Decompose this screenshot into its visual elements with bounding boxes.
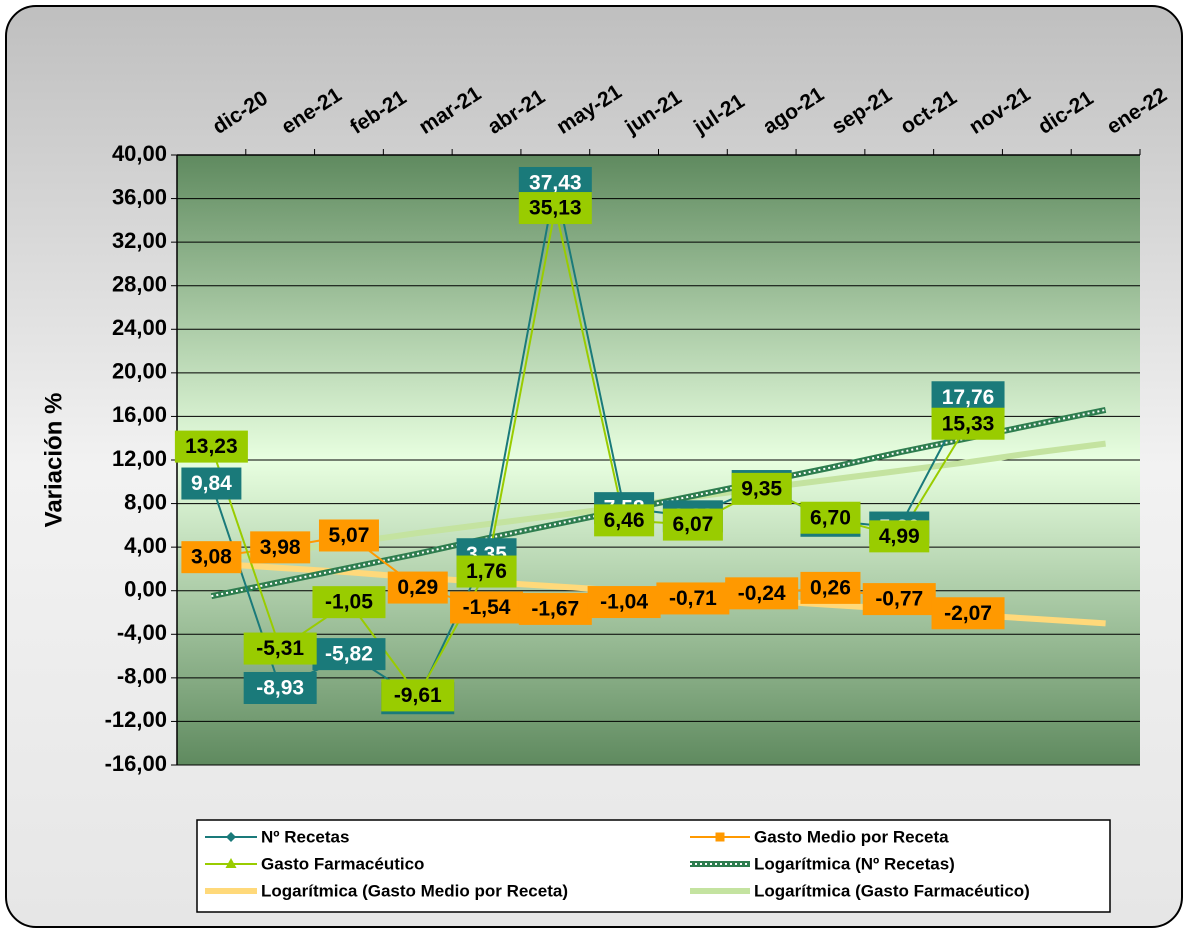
data-label: -2,07	[944, 602, 992, 625]
data-label: 6,70	[810, 506, 851, 529]
y-tick-label: 0,00	[124, 577, 167, 602]
legend-marker	[715, 832, 725, 842]
legend-marker	[226, 832, 236, 842]
data-label-box	[387, 571, 448, 604]
data-label: -5,82	[325, 643, 373, 666]
y-tick-label: -4,00	[117, 620, 167, 645]
data-label-box	[931, 597, 1005, 630]
legend-label: Gasto Farmacéutico	[261, 854, 424, 873]
data-label-box	[181, 467, 242, 500]
data-label: -1,67	[531, 597, 579, 620]
data-label: 9,84	[191, 472, 232, 495]
data-label-box	[381, 679, 455, 712]
data-label: 15,33	[942, 412, 995, 435]
y-tick-label: 20,00	[112, 359, 167, 384]
data-label-box	[243, 671, 317, 704]
data-label-box	[800, 501, 861, 534]
trend-line-dots	[211, 408, 1106, 598]
data-label-box	[312, 638, 386, 671]
y-tick-label: 36,00	[112, 184, 167, 209]
y-tick-label: 28,00	[112, 272, 167, 297]
data-label-box	[181, 541, 242, 574]
data-label: 4,99	[879, 525, 920, 548]
data-label-box	[725, 577, 799, 610]
y-tick-label: 8,00	[124, 489, 167, 514]
data-label: 13,23	[185, 435, 238, 458]
data-label: -8,93	[256, 677, 304, 700]
y-tick-label: 4,00	[124, 533, 167, 558]
y-tick-label: -12,00	[105, 707, 167, 732]
data-label-box	[250, 531, 311, 564]
data-label: 35,13	[529, 197, 582, 220]
y-tick-label: -8,00	[117, 664, 167, 689]
data-label-box	[318, 519, 379, 552]
y-tick-label: 40,00	[112, 141, 167, 166]
legend-label: Logarítmica (Gasto Medio por Receta)	[261, 881, 568, 900]
data-label: -0,24	[738, 582, 786, 605]
legend	[196, 819, 1111, 913]
legend-label: Logarítmica (Gasto Farmacéutico)	[754, 881, 1030, 900]
data-label: -0,71	[669, 587, 717, 610]
legend-marker	[225, 858, 237, 868]
y-tick-label: 12,00	[112, 446, 167, 471]
y-axis-label: Variación %	[40, 393, 67, 528]
y-tick-label: -16,00	[105, 751, 167, 776]
data-label: -5,31	[256, 637, 304, 660]
data-label: -1,05	[325, 591, 373, 614]
data-label-box	[662, 508, 723, 541]
data-label: -1,04	[600, 591, 648, 614]
data-label-box	[450, 591, 524, 624]
data-label: 3,08	[191, 546, 232, 569]
legend-label: Logarítmica (Nº Recetas)	[754, 854, 955, 873]
data-label: 6,07	[672, 513, 713, 536]
data-label-box	[931, 407, 1005, 440]
data-label: -1,54	[463, 596, 511, 619]
data-label: -0,77	[875, 588, 923, 611]
y-tick-label: 32,00	[112, 228, 167, 253]
legend-label: Gasto Medio por Receta	[754, 827, 949, 846]
data-label: -9,61	[394, 684, 442, 707]
data-label-box	[869, 520, 930, 553]
data-label: 3,98	[260, 536, 301, 559]
data-label-box	[174, 430, 248, 463]
data-label: 1,76	[466, 560, 507, 583]
data-label: 5,07	[329, 524, 370, 547]
y-tick-label: 16,00	[112, 402, 167, 427]
data-label: 0,26	[810, 576, 851, 599]
data-label-box	[656, 582, 730, 615]
data-label-box	[518, 192, 592, 225]
data-label-box	[518, 592, 592, 625]
legend-label: Nº Recetas	[261, 827, 349, 846]
data-label-box	[243, 632, 317, 665]
data-label: 6,46	[604, 509, 645, 532]
data-label-box	[862, 583, 936, 616]
data-label: 37,43	[529, 172, 582, 195]
data-label-box	[594, 504, 655, 537]
y-tick-label: 24,00	[112, 315, 167, 340]
data-label: 0,29	[397, 576, 438, 599]
data-label-box	[587, 586, 661, 619]
data-label-box	[312, 586, 386, 619]
data-label: 17,76	[942, 386, 995, 409]
data-label-box	[731, 472, 792, 505]
data-label-box	[456, 555, 517, 588]
data-label-box	[800, 571, 861, 604]
data-label: 9,35	[741, 477, 782, 500]
